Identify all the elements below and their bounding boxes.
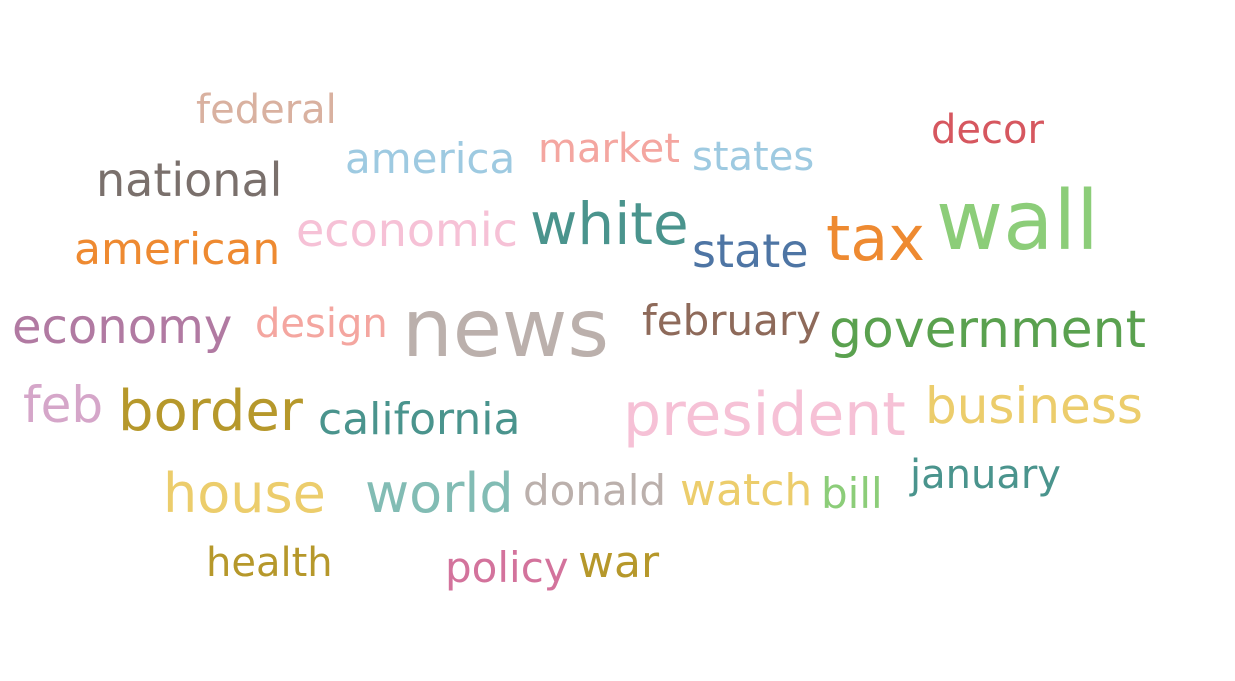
word-california: california xyxy=(318,394,521,445)
word-policy: policy xyxy=(445,543,569,592)
word-american: american xyxy=(74,224,281,275)
word-america: america xyxy=(345,134,516,183)
word-federal: federal xyxy=(196,87,337,133)
word-design: design xyxy=(255,301,388,347)
word-economy: economy xyxy=(12,299,233,355)
word-national: national xyxy=(96,153,283,207)
word-market: market xyxy=(538,126,680,172)
word-health: health xyxy=(206,540,333,586)
word-house: house xyxy=(163,462,326,525)
word-border: border xyxy=(118,379,303,444)
word-january: january xyxy=(910,452,1061,498)
word-world: world xyxy=(365,462,514,525)
word-government: government xyxy=(829,300,1147,360)
word-wall: wall xyxy=(936,174,1099,269)
word-february: february xyxy=(642,296,822,345)
word-bill: bill xyxy=(821,469,883,518)
word-decor: decor xyxy=(931,107,1044,153)
word-feb: feb xyxy=(23,376,104,434)
word-news: news xyxy=(402,282,610,375)
word-states: states xyxy=(692,134,815,180)
word-white: white xyxy=(530,190,689,258)
word-president: president xyxy=(623,380,906,450)
word-tax: tax xyxy=(826,202,925,275)
word-watch: watch xyxy=(680,465,813,516)
word-war: war xyxy=(578,537,660,588)
word-economic: economic xyxy=(296,203,518,257)
word-donald: donald xyxy=(523,466,667,515)
word-business: business xyxy=(925,377,1143,435)
word-state: state xyxy=(692,224,809,278)
